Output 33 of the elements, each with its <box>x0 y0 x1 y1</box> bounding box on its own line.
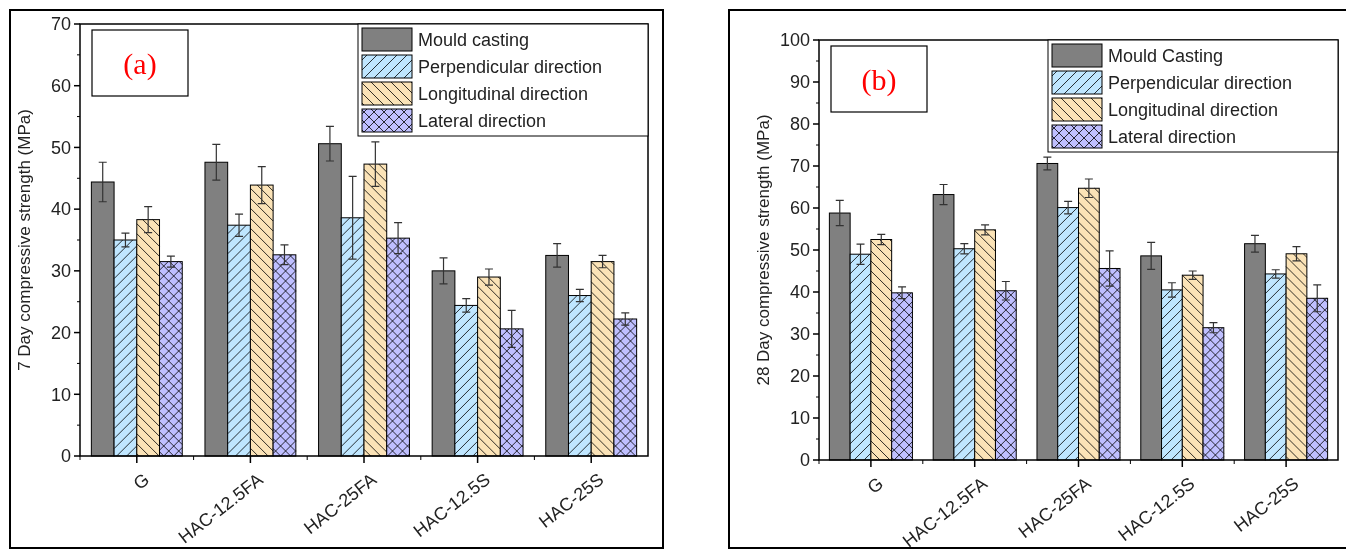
y-tick-label: 0 <box>60 446 71 467</box>
legend-label: Perpendicular direction <box>418 57 603 78</box>
y-tick-label: 80 <box>789 114 810 135</box>
y-tick-label: 40 <box>50 199 71 220</box>
y-tick-label: 30 <box>789 324 810 345</box>
y-tick-label: 20 <box>789 366 810 387</box>
legend-label: Longitudinal direction <box>418 84 589 105</box>
y-tick-label: 0 <box>799 450 810 471</box>
legend-label: Mould Casting <box>1108 46 1224 67</box>
y-axis-title: 28 Day compressive strength (MPa) <box>754 114 773 386</box>
y-tick-label: 70 <box>789 156 810 177</box>
annotation: (a) <box>123 46 157 81</box>
y-tick-label: 100 <box>779 30 810 51</box>
y-tick-label: 10 <box>50 384 71 405</box>
annotation: (b) <box>861 62 897 97</box>
y-tick-label: 60 <box>50 76 71 97</box>
y-axis-title: 7 Day compressive strength (MPa) <box>15 109 34 371</box>
legend-label: Longitudinal direction <box>1108 100 1279 121</box>
legend-label: Lateral direction <box>1108 127 1237 148</box>
y-tick-label: 10 <box>789 408 810 429</box>
x-tick-label: G <box>129 469 154 494</box>
y-tick-label: 70 <box>50 14 71 35</box>
y-tick-label: 50 <box>789 240 810 261</box>
legend-label: Perpendicular direction <box>1108 73 1293 94</box>
y-tick-label: 90 <box>789 72 810 93</box>
y-tick-label: 50 <box>50 137 71 158</box>
y-tick-label: 60 <box>789 198 810 219</box>
legend-label: Lateral direction <box>418 111 547 132</box>
y-tick-label: 40 <box>789 282 810 303</box>
legend-label: Mould casting <box>418 30 530 51</box>
x-tick-label: G <box>863 473 888 498</box>
y-tick-label: 30 <box>50 261 71 282</box>
y-tick-label: 20 <box>50 322 71 343</box>
